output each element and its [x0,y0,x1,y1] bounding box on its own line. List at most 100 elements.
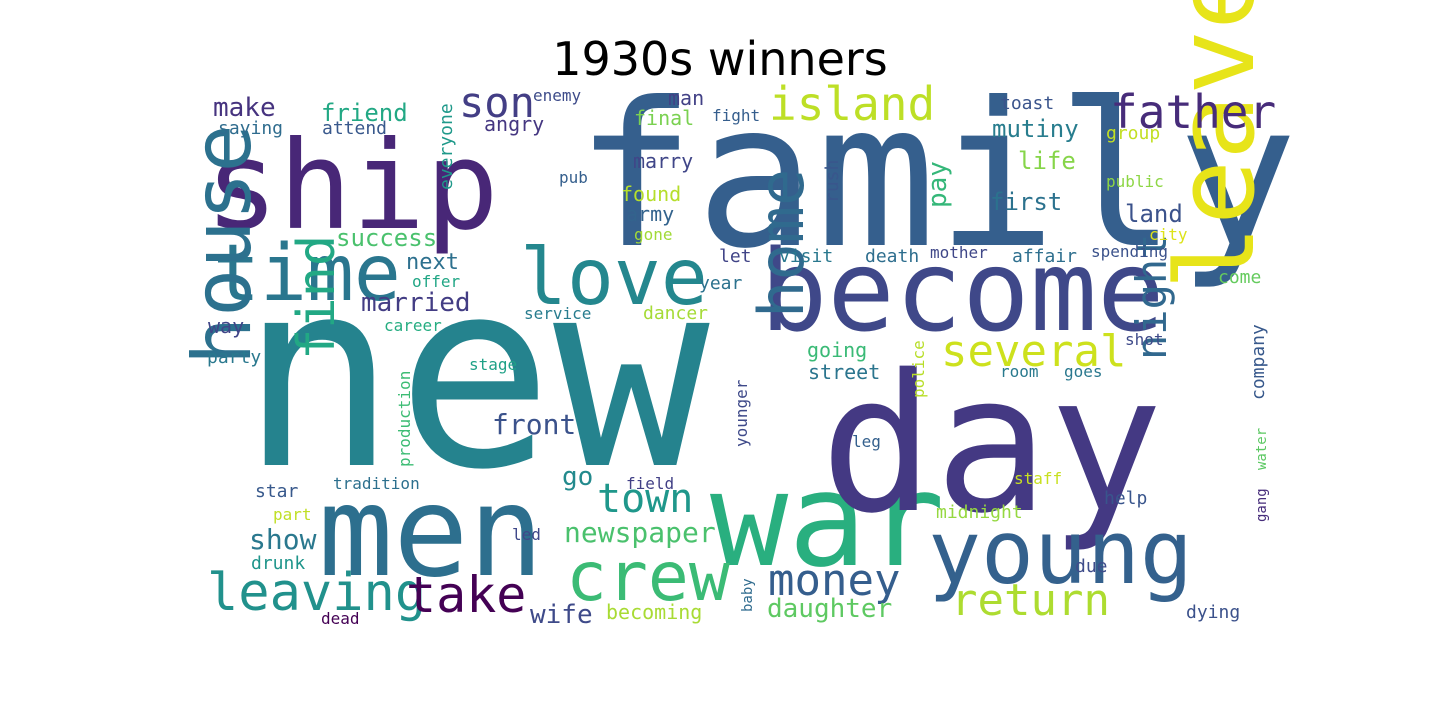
word-rush: rush [822,160,843,203]
word-friend: friend [321,99,408,127]
word-mutiny: mutiny [992,115,1079,143]
word-city: city [1149,225,1188,244]
word-police: police [909,340,928,398]
word-front: front [492,408,576,441]
word-led: led [512,525,541,544]
word-time: time [213,229,401,319]
word-public: public [1106,172,1164,191]
word-marry: marry [633,149,693,173]
word-several: several [941,326,1126,377]
word-crew: crew [566,538,730,617]
word-son: son [459,78,535,127]
word-day: day [820,334,1163,555]
word-tradition: tradition [333,474,420,493]
word-spending: spending [1091,242,1168,261]
word-career: career [384,316,442,335]
word-stage: stage [469,355,517,374]
word-man: man [668,86,704,110]
word-company: company [1248,324,1269,400]
word-midnight: midnight [936,502,1023,523]
word-gang: gang [1254,488,1270,522]
word-town: town [597,476,693,522]
word-service: service [524,304,591,323]
word-next: next [406,250,459,275]
word-success: success [336,224,437,252]
word-water: water [1254,428,1270,470]
word-ship: ship [205,115,499,257]
word-leg: leg [852,432,881,451]
word-affair: affair [1012,246,1077,267]
word-angry: angry [484,112,544,136]
word-help: help [1104,488,1147,509]
figure-title: 1930s winners [552,32,888,86]
word-final: final [634,106,694,130]
word-visit: visit [779,246,833,267]
word-first: first [990,188,1062,216]
word-becoming: becoming [606,600,702,624]
word-pub: pub [559,168,588,187]
word-street: street [808,360,880,384]
word-shot: shot [1125,330,1164,349]
word-house: house [176,124,269,365]
word-enemy: enemy [533,86,582,105]
word-father: father [1110,85,1276,139]
word-saying: saying [218,118,283,139]
word-leaving: leaving [207,563,426,623]
word-home: home [745,169,818,318]
word-island: island [769,77,935,131]
word-going: going [807,338,867,362]
word-come: come [1218,267,1261,288]
word-way: way [208,314,244,338]
word-leave: leave [1154,0,1279,290]
word-attend: attend [322,118,387,139]
word-love: love [520,233,708,323]
word-offer: offer [412,272,461,291]
word-part: part [273,505,312,524]
word-everyone: everyone [436,103,457,190]
word-become: become [760,227,1165,357]
word-take: take [406,566,526,624]
word-life: life [1018,147,1076,175]
word-daughter: daughter [767,594,892,624]
word-show: show [249,523,317,556]
word-money: money [768,555,900,606]
word-staff: staff [1014,469,1062,488]
word-death: death [865,246,919,267]
word-return: return [951,575,1110,626]
word-room: room [1000,362,1039,381]
word-new: new [240,225,712,527]
word-go: go [562,462,593,492]
word-fight: fight [712,106,760,125]
word-land: land [1125,200,1183,228]
word-mother: mother [930,243,988,262]
word-goes: goes [1064,362,1103,381]
word-make: make [213,93,276,123]
word-war: war [710,444,945,596]
word-due: due [1075,556,1108,577]
word-night: night [1127,234,1176,360]
word-dying: dying [1186,602,1240,623]
word-production: production [395,371,414,467]
word-wife: wife [530,600,593,630]
word-young: young [928,501,1193,604]
word-toast: toast [1000,93,1054,114]
word-pay: pay [923,161,953,208]
word-drunk: drunk [251,553,305,574]
word-find: find [287,235,347,360]
word-party: party [207,347,261,368]
word-baby: baby [740,578,756,612]
word-group: group [1106,123,1160,144]
word-army: army [626,202,674,226]
word-men: men [318,460,544,605]
word-found: found [621,182,681,206]
word-year: year [699,273,743,294]
word-star: star [255,481,299,502]
word-family: family [575,60,1297,293]
word-field: field [626,474,674,493]
word-dead: dead [321,609,360,628]
word-newspaper: newspaper [564,516,716,549]
word-let: let [719,246,752,267]
word-younger: younger [732,379,751,447]
